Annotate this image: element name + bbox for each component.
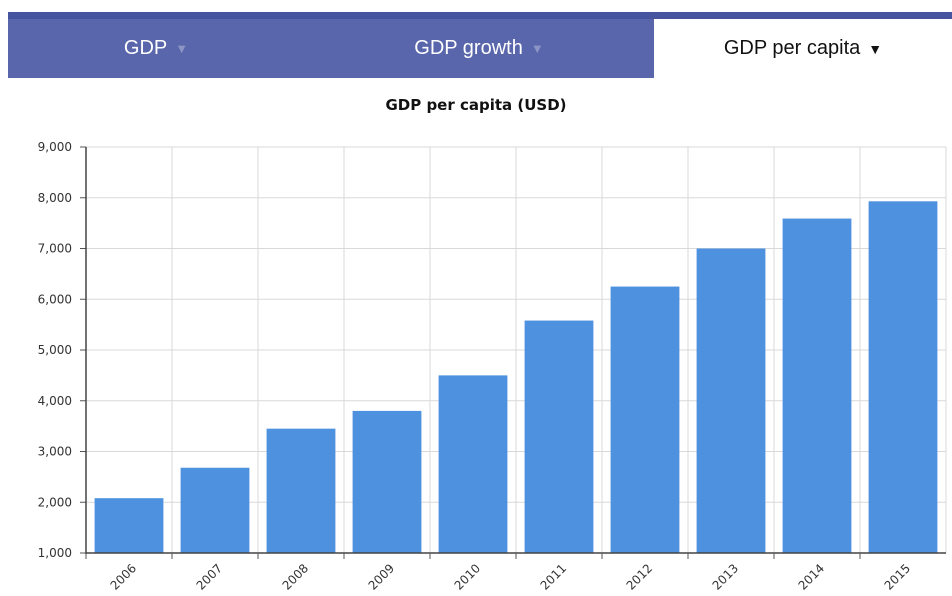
bar-2009 [352, 410, 422, 553]
x-tick-label: 2013 [710, 561, 741, 592]
x-tick-label: 2007 [194, 561, 225, 592]
chevron-down-icon: ▼ [868, 40, 883, 57]
chevron-down-icon: ▼ [175, 41, 189, 56]
y-tick-label: 1,000 [38, 546, 72, 560]
x-tick-label: 2011 [538, 561, 569, 592]
x-tick-label: 2014 [796, 561, 827, 592]
tab-gdp-growth-label: GDP growth [414, 37, 523, 59]
bar-2014 [782, 218, 852, 553]
tab-bar: GDP ▼ GDP growth ▼ GDP per capita ▼ [8, 12, 952, 78]
y-tick-label: 8,000 [38, 191, 72, 205]
bar-2010 [438, 375, 508, 553]
x-tick-label: 2012 [624, 561, 655, 592]
tab-bar-top-strip [8, 12, 952, 19]
tab-gdp-growth[interactable]: GDP growth ▼ [304, 19, 654, 78]
x-tick-label: 2010 [452, 561, 483, 592]
y-tick-label: 7,000 [38, 242, 72, 256]
bar-2006 [94, 498, 164, 553]
y-tick-label: 4,000 [38, 394, 72, 408]
chart-title: GDP per capita (USD) [385, 96, 567, 114]
tab-gdp-per-capita[interactable]: GDP per capita ▼ [654, 19, 952, 78]
x-tick-label: 2015 [882, 561, 913, 592]
tab-gdp-per-capita-label: GDP per capita [723, 37, 861, 59]
bar-2012 [610, 286, 680, 553]
bar-2007 [180, 467, 250, 553]
y-tick-label: 9,000 [38, 140, 72, 154]
tab-gdp-label: GDP [123, 37, 168, 59]
bar-2011 [524, 320, 594, 553]
x-tick-label: 2008 [280, 561, 311, 592]
y-tick-label: 3,000 [38, 445, 72, 459]
y-tick-label: 5,000 [38, 343, 72, 357]
bar-2008 [266, 428, 336, 553]
bar-2013 [696, 248, 766, 553]
x-tick-label: 2006 [108, 561, 139, 592]
x-tick-label: 2009 [366, 561, 397, 592]
bar-2015 [868, 201, 938, 554]
chevron-down-icon: ▼ [530, 41, 544, 56]
y-tick-label: 6,000 [38, 292, 72, 306]
y-tick-label: 2,000 [38, 495, 72, 509]
tab-gdp[interactable]: GDP ▼ [8, 19, 304, 78]
